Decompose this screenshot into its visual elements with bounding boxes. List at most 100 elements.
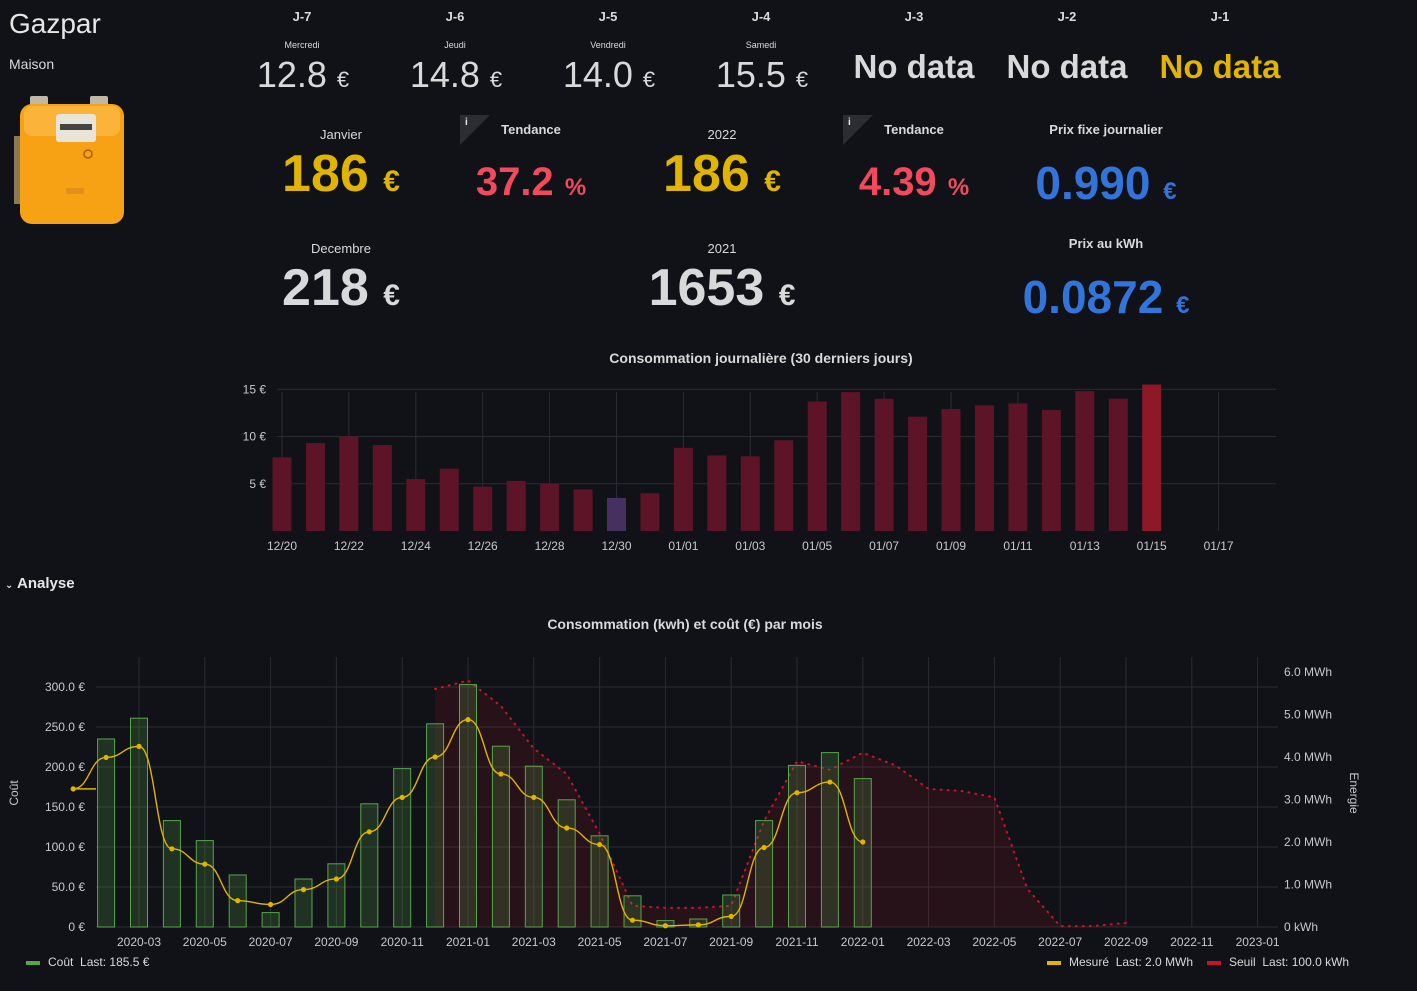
daily-bar [908,416,928,531]
daily-bar [874,398,894,531]
stat-janvier-title: Janvier [320,127,362,142]
daily-consumption-chart: 15 € 10 € 5 € 12/20 12/22 12/24 12/26 12/28 12/3… [243,382,1276,553]
x-tick-label: 01/05 [802,539,832,553]
day-value-j3: No data [853,48,975,85]
daily-bar [807,401,827,531]
daily-bar [640,493,660,531]
y-tick-label: 15 € [243,382,267,396]
day-value-j2: No data [1006,48,1128,85]
day-value-j5: 14.0 € [562,54,656,95]
x-tick-label: 12/24 [401,539,431,553]
mesure-point [498,771,504,777]
cost-bar [426,723,445,928]
mesure-point [597,841,603,848]
mesure-point [366,829,372,835]
legend-cout[interactable]: Coût Last: 185.5 € [26,955,149,969]
day-label-j6: J-6 [445,9,465,24]
cost-bar [557,799,576,928]
daily-bar [473,486,493,531]
cost-bar [491,745,510,928]
x-tick-label: 2022-03 [907,935,951,949]
x-tick-label: 2022-07 [1038,935,1082,949]
stat-prix-kwh-value: 0.0872 € [1022,271,1190,323]
legend-swatch [1047,960,1061,965]
mesure-point [103,754,109,761]
y-tick-label: 10 € [243,430,267,444]
mesure-point [465,717,471,723]
x-tick-label: 01/03 [735,539,765,553]
x-tick-label: 12/22 [334,539,364,553]
y-tick-label: 200.0 € [45,760,85,774]
daily-bar [305,443,325,531]
day-label-j2: J-2 [1057,9,1077,24]
y2-tick-label: 3.0 MWh [1284,793,1332,807]
cost-bar [130,717,148,928]
cost-bar [261,912,280,928]
mesure-point [70,786,76,792]
y2-tick-label: 4.0 MWh [1284,750,1332,764]
mesure-point [169,846,175,852]
cost-bar [294,878,313,928]
dashboard-title: Gazpar [9,8,101,39]
cost-bar [722,894,741,928]
daily-bar [339,436,359,531]
y-tick-label: 300.0 € [45,680,85,694]
x-tick-label: 2021-09 [709,935,753,949]
day-label-j3: J-3 [904,9,924,24]
day-name-j4: Samedi [745,40,777,50]
cost-bar [97,738,116,928]
daily-bar [841,392,861,531]
daily-bar [1008,403,1028,531]
day-name-j7: Mercredi [284,40,320,50]
daily-bar [372,445,392,531]
daily-bar [774,440,794,531]
mesure-point [761,844,767,851]
mesure-point [531,794,537,800]
legend-swatch [1207,960,1221,965]
x-tick-label: 01/07 [869,539,899,553]
y2-tick-label: 5.0 MWh [1284,708,1332,722]
gas-meter-icon [10,96,128,228]
monthly-chart-title: Consommation (kwh) et coût (€) par mois [547,616,823,632]
cost-bar [853,778,872,928]
stat-prix-kwh-title: Prix au kWh [1068,236,1144,251]
stat-tendance1-value: 37.2 % [475,160,587,204]
x-tick-label: 12/30 [601,539,631,553]
x-tick-label: 2021-07 [643,935,687,949]
daily-bar [439,468,459,531]
day-label-j7: J-7 [292,9,312,24]
daily-bar [974,405,994,531]
mesure-point [399,794,405,800]
stat-decembre-title: Decembre [311,241,371,256]
cost-bar [524,765,543,928]
x-tick-label: 2021-11 [775,935,818,949]
mesure-point [794,790,800,796]
row-analyse-toggle[interactable]: ⌄ Analyse [5,575,75,592]
x-tick-label: 01/15 [1137,539,1167,553]
mesure-point [202,861,208,867]
dashboard-subtitle: Maison [9,56,55,72]
daily-bar [406,479,426,531]
y2-axis-label: Energie [1347,772,1361,814]
mesure-point [300,887,307,893]
x-tick-label: 2020-03 [117,935,161,949]
info-icon[interactable]: i [843,115,873,145]
cost-bar [327,863,346,928]
x-tick-label: 01/13 [1070,539,1100,553]
info-icon[interactable]: i [460,115,490,145]
stat-2022-title: 2022 [707,127,737,142]
y-tick-label: 50.0 € [52,880,86,894]
x-tick-label: 2020-07 [249,935,293,949]
cost-bar [755,820,774,928]
daily-chart-title: Consommation journalière (30 derniers jo… [609,350,913,366]
y-tick-label: 5 € [249,477,266,491]
legend-seuil[interactable]: Seuil Last: 100.0 kWh [1207,955,1349,969]
mesure-point [268,901,274,908]
stat-decembre-value: 218 € [282,259,400,317]
x-tick-label: 12/20 [267,539,297,553]
monthly-consumption-chart: 300.0 € 250.0 € 200.0 € 150.0 € 100.0 € 50.0 … [7,657,1361,949]
legend-mesure[interactable]: Mesuré Last: 2.0 MWh [1047,955,1193,969]
x-tick-label: 2022-01 [841,935,885,949]
x-tick-label: 2022-11 [1170,935,1213,949]
mesure-point [728,913,734,919]
